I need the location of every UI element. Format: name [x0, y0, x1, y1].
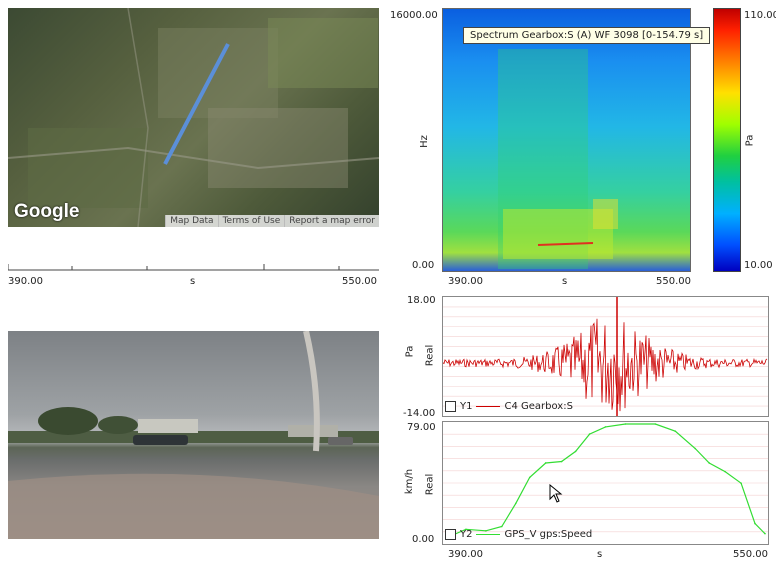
gearbox-plot[interactable]: Y1 C4 Gearbox:S: [442, 296, 769, 417]
spectrum-tooltip: Spectrum Gearbox:S (A) WF 3098 [0-154.79…: [463, 27, 711, 44]
gearbox-legend-checkbox[interactable]: [445, 401, 456, 412]
camera-scene: [8, 331, 379, 539]
map-axis-min: 390.00: [8, 276, 43, 287]
speed-y-unit: km/h: [404, 468, 416, 495]
speed-point: [604, 426, 607, 428]
speed-legend-name: GPS_V gps:Speed: [504, 529, 593, 540]
colorbar-unit: Pa: [744, 134, 756, 147]
report-error-link[interactable]: Report a map error: [284, 215, 379, 227]
speed-point: [708, 462, 710, 464]
speed-point: [694, 447, 697, 450]
map-axis-max: 550.00: [342, 276, 377, 287]
gearbox-signal: [443, 297, 768, 416]
spec-y-unit: Hz: [418, 135, 430, 148]
speed-x-max: 550.00: [733, 549, 768, 560]
map-axis-unit: s: [190, 276, 196, 287]
gps-track: [163, 43, 230, 165]
speed-legend-checkbox[interactable]: [445, 529, 456, 540]
gearbox-legend-axis: Y1: [460, 401, 473, 412]
spectrogram-overlay: [498, 49, 618, 269]
spec-x-min: 390.00: [448, 276, 483, 287]
gearbox-y-unit: Pa: [404, 345, 416, 358]
map-terrain: [8, 8, 379, 227]
mouse-cursor-icon: [549, 484, 563, 503]
speed-point: [574, 450, 577, 453]
speed-point: [754, 522, 756, 525]
gearbox-waveform: [443, 318, 768, 412]
gearbox-legend-name: C4 Gearbox:S: [504, 401, 573, 412]
speed-legend-axis: Y2: [460, 529, 473, 540]
colorbar-min: 10.00: [744, 260, 773, 271]
speed-legend-swatch: [476, 534, 501, 535]
gearbox-y-mode: Real: [424, 344, 436, 367]
speed-y-mode: Real: [424, 473, 436, 496]
speed-point: [724, 470, 726, 473]
speed-point: [465, 528, 467, 531]
speed-series-line: [445, 423, 766, 539]
speed-point: [588, 433, 591, 435]
spec-y-top: 16000.00: [390, 10, 438, 21]
spec-y-bottom: 0.00: [412, 260, 435, 271]
speed-point: [674, 430, 677, 433]
gearbox-y-top: 18.00: [407, 295, 436, 306]
speed-point: [514, 502, 517, 505]
terms-link[interactable]: Terms of Use: [217, 215, 285, 227]
gearbox-legend-swatch: [476, 406, 501, 407]
map-data-link[interactable]: Map Data: [165, 215, 217, 227]
map-view[interactable]: Google Map Data Terms of Use Report a ma…: [8, 8, 379, 227]
speed-point: [528, 476, 531, 479]
speed-point: [654, 423, 657, 425]
speed-point: [544, 462, 547, 464]
speed-x-unit: s: [597, 549, 603, 560]
speed-point: [740, 482, 742, 484]
speed-plot[interactable]: Y2 GPS_V gps:Speed: [442, 421, 769, 545]
spec-x-max: 550.00: [656, 276, 691, 287]
gearbox-y-bottom: -14.00: [403, 408, 436, 419]
map-time-axis: [8, 264, 379, 271]
gearbox-legend: Y1 C4 Gearbox:S: [445, 401, 573, 412]
colorbar-max: 110.00: [744, 10, 776, 21]
speed-legend: Y2 GPS_V gps:Speed: [445, 529, 592, 540]
speed-y-top: 79.00: [407, 422, 436, 433]
speed-point: [764, 532, 766, 535]
speed-point: [624, 423, 627, 425]
speed-y-bottom: 0.00: [412, 534, 435, 545]
google-logo: Google: [14, 201, 80, 222]
speed-point: [485, 529, 487, 532]
speed-x-min: 390.00: [448, 549, 483, 560]
spectrogram-plot[interactable]: [442, 8, 691, 272]
speed-chart: [443, 423, 768, 539]
colorbar: [713, 8, 741, 272]
speed-point: [501, 525, 503, 528]
speed-point: [560, 460, 563, 463]
spec-x-unit: s: [562, 276, 568, 287]
map-links: Map Data Terms of Use Report a map error: [165, 215, 379, 227]
camera-view: [8, 331, 379, 539]
